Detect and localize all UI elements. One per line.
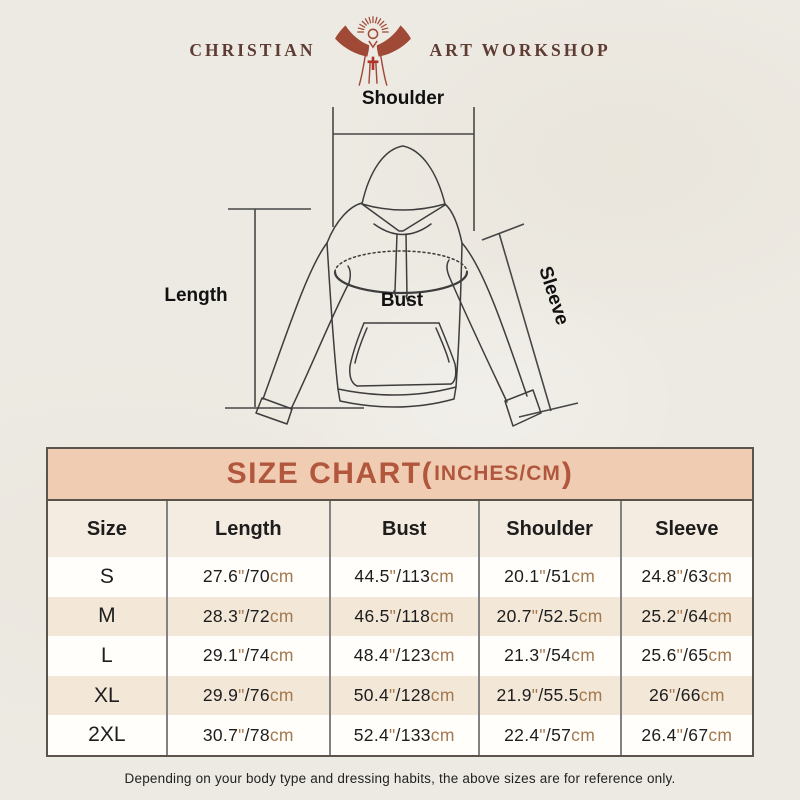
body [326,202,463,408]
size-row-xl: XL 29.9 "/76 cm 50.4 "/128 cm 21.9 "/55.5 cm 26 "/6… [48,675,752,716]
sleeve-value: 25.6 "/65 cm [641,645,733,666]
drawstrings [393,233,409,303]
brand-name-right: ART WORKSHOP [429,39,611,60]
size-row-m: M 28.3 "/72 cm 46.5 "/118 cm 20.7 "/52.5 cm 25.2 " /… [48,596,752,637]
sleeve-value: 25.2 "/64 cm [641,605,733,626]
head-icon [367,28,378,40]
shoulder-value: 21.9 "/55.5 cm [480,675,622,716]
table-body: S 27.6 "/70 cm 44.5 "/113 cm 20.1 "/51 cm 24.8 "/63… [48,557,752,755]
bust-dimension-label: Bust [380,290,424,311]
length-value: 27.6 "/70 cm [168,557,331,597]
size-label: S [48,557,168,597]
size-chart-table: SIZE CHART ( INCHES/CM ) Size Length Bust S… [46,447,754,757]
hood [361,145,446,236]
title-main: SIZE CHART [226,457,422,490]
size-label: L [48,636,168,676]
column-header-shoulder: Shoulder [480,501,622,557]
size-chart-title: SIZE CHART ( INCHES/CM ) [48,449,752,501]
right-arm-icon [376,25,411,57]
table-header-row: Size Length Bust Shoulder Sleeve [48,501,752,557]
brand-name-left: CHRISTIAN [189,39,316,60]
title-paren-close: ) [561,457,574,490]
size-row-l: L 29.1 "/74 cm 48.4 "/123 cm 21.3 "/54 cm 25.6 "/65… [48,636,752,676]
size-label: XL [48,675,168,716]
brand-logo: CHRISTIAN ART WORKSHOP [0,12,800,88]
size-row-s: S 27.6 "/70 cm 44.5 "/113 cm 20.1 "/51 cm 24.8 "/63… [48,557,752,597]
shoulder-dimension-label: Shoulder [361,88,445,109]
sleeve-value: 26 "/66 cm [648,685,725,706]
bust-value: 46.5 "/118 cm [331,596,480,637]
length-value: 30.7 "/78 cm [168,715,331,755]
right-sleeve [446,242,542,427]
dimension-lines [225,107,579,418]
footer-note: Depending on your body type and dressing… [124,771,676,786]
length-value: 29.1 "/74 cm [168,636,331,676]
bust-value: 50.4 "/128 cm [331,675,480,716]
shoulder-value: 20.7 "/52.5 cm [480,596,622,637]
column-header-size: Size [48,501,168,557]
bust-value: 44.5 "/113 cm [331,557,480,597]
shoulder-value: 21.3 "/54 cm [480,636,622,676]
rays-icon [356,16,389,33]
size-row-2xl: 2XL 30.7 "/78 cm 52.4 "/133 cm 22.4 "/57 cm 26.4 " /… [48,715,752,755]
column-header-length: Length [168,501,331,557]
length-dimension-label: Length [164,285,228,306]
size-label: 2XL [48,715,168,755]
length-value: 29.9 "/76 cm [168,675,331,716]
size-label: M [48,596,168,637]
bust-line [333,250,469,295]
bust-value: 52.4 "/133 cm [331,715,480,755]
bust-value: 48.4 "/123 cm [331,636,480,676]
jesus-open-arms-rays-icon [334,16,411,86]
sleeve-value: 24.8 "/63 cm [641,566,733,587]
column-header-sleeve: Sleeve [655,517,719,540]
kangaroo-pocket [349,322,457,387]
shoulder-value: 22.4 "/57 cm [480,715,622,755]
sleeve-value: 26.4 "/67 cm [641,724,733,745]
hoodie-measurement-diagram [225,107,579,427]
title-units: INCHES/CM [434,462,561,485]
hoodie-line-drawing [255,145,542,427]
left-sleeve [255,242,352,425]
column-header-bust: Bust [331,501,480,557]
left-arm-icon [334,25,369,57]
shoulder-value: 20.1 "/51 cm [480,557,622,597]
cross-icon [367,56,378,70]
length-value: 28.3 "/72 cm [168,596,331,637]
title-paren-open: ( [421,457,434,490]
